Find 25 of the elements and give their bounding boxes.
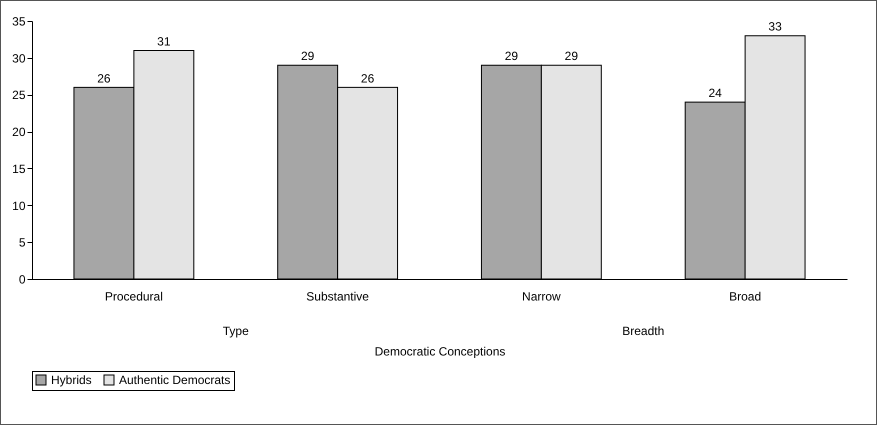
y-tick-label: 5	[18, 236, 26, 250]
data-label: 33	[768, 20, 782, 34]
x-tick-label: Broad	[729, 290, 762, 304]
data-label: 29	[504, 49, 518, 64]
y-tick-label: 20	[12, 125, 26, 140]
y-tick-label: 35	[12, 14, 26, 28]
text: Type	[222, 324, 250, 338]
data-label: 26	[360, 71, 375, 86]
y-tick-label: 30	[12, 51, 26, 66]
y-tick-label: 15	[12, 162, 26, 176]
data-label: 31	[157, 34, 171, 48]
legend-label: Hybrids	[51, 373, 92, 387]
y-tick-label: 10	[12, 198, 26, 213]
x-tick-label: Substantive	[306, 290, 370, 304]
data-label: 29	[300, 49, 315, 64]
data-label: 29	[564, 49, 578, 64]
x-tick-label: Narrow	[522, 290, 562, 304]
x-tick-label: Procedural	[104, 290, 163, 304]
text: Breadth	[622, 324, 664, 338]
y-tick-label: 0	[18, 272, 26, 286]
legend-label: Authentic Democrats	[119, 373, 230, 387]
x-axis-title: Democratic Conceptions	[374, 344, 506, 358]
y-tick-label: 25	[12, 88, 26, 102]
data-label: 26	[97, 71, 111, 86]
data-label: 24	[708, 86, 722, 100]
